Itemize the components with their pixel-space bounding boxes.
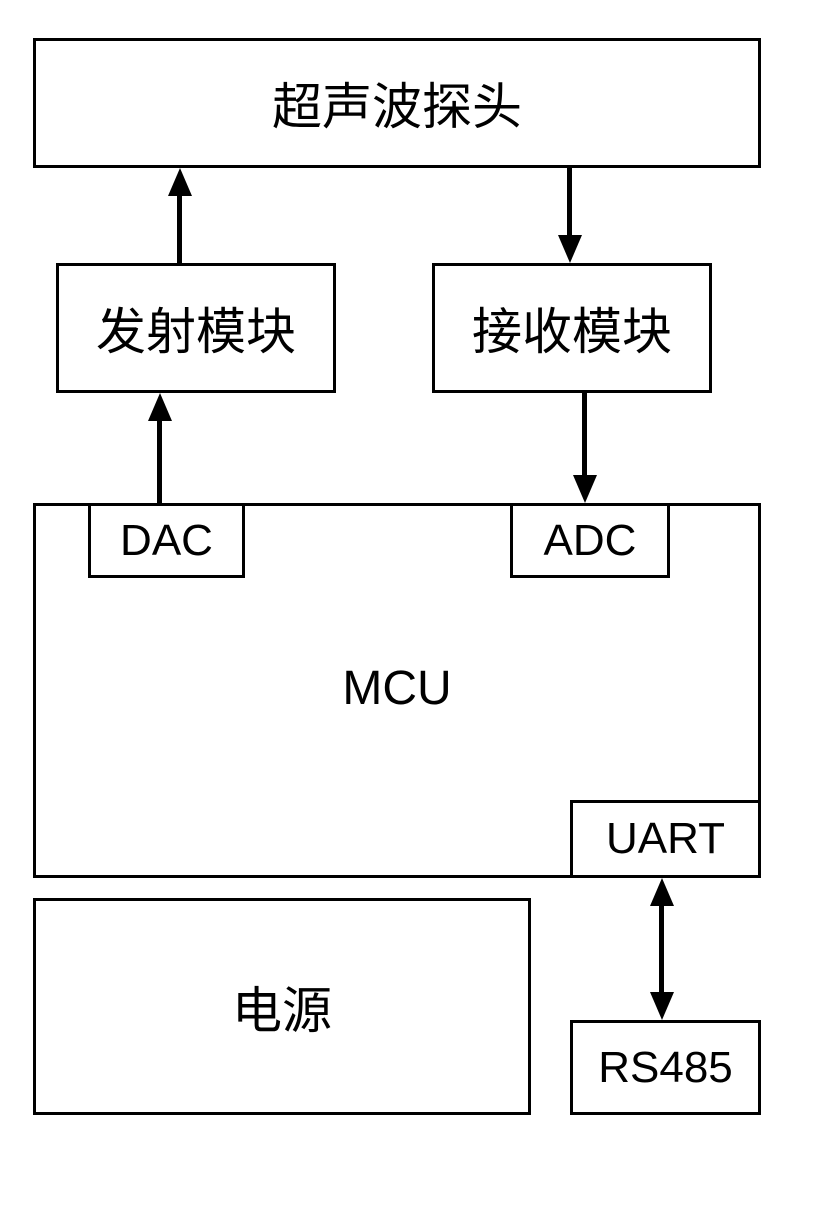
- arrow-probe-receive: [567, 168, 572, 235]
- arrow-receive-adc: [582, 393, 587, 475]
- arrow-transmit-probe: [177, 196, 182, 263]
- arrow-dac-transmit: [157, 421, 162, 503]
- arrowhead-dac-transmit: [148, 393, 172, 421]
- adc-label: ADC: [544, 516, 637, 566]
- uart-block: UART: [570, 800, 761, 878]
- rs485-label: RS485: [598, 1043, 733, 1093]
- power-block: 电源: [33, 898, 531, 1115]
- dac-label: DAC: [120, 516, 213, 566]
- arrowhead-uart-rs485-down: [650, 992, 674, 1020]
- arrowhead-transmit-probe: [168, 168, 192, 196]
- receive-block: 接收模块: [432, 263, 712, 393]
- dac-block: DAC: [88, 503, 245, 578]
- probe-block: 超声波探头: [33, 38, 761, 168]
- rs485-block: RS485: [570, 1020, 761, 1115]
- arrowhead-receive-adc: [573, 475, 597, 503]
- arrowhead-probe-receive: [558, 235, 582, 263]
- transmit-label: 发射模块: [96, 292, 296, 364]
- adc-block: ADC: [510, 503, 670, 578]
- arrowhead-uart-rs485-up: [650, 878, 674, 906]
- mcu-label: MCU: [342, 661, 451, 716]
- receive-label: 接收模块: [472, 292, 672, 364]
- arrow-uart-rs485: [659, 906, 664, 992]
- transmit-block: 发射模块: [56, 263, 336, 393]
- probe-label: 超声波探头: [272, 67, 522, 139]
- uart-label: UART: [606, 814, 725, 864]
- power-label: 电源: [232, 971, 332, 1043]
